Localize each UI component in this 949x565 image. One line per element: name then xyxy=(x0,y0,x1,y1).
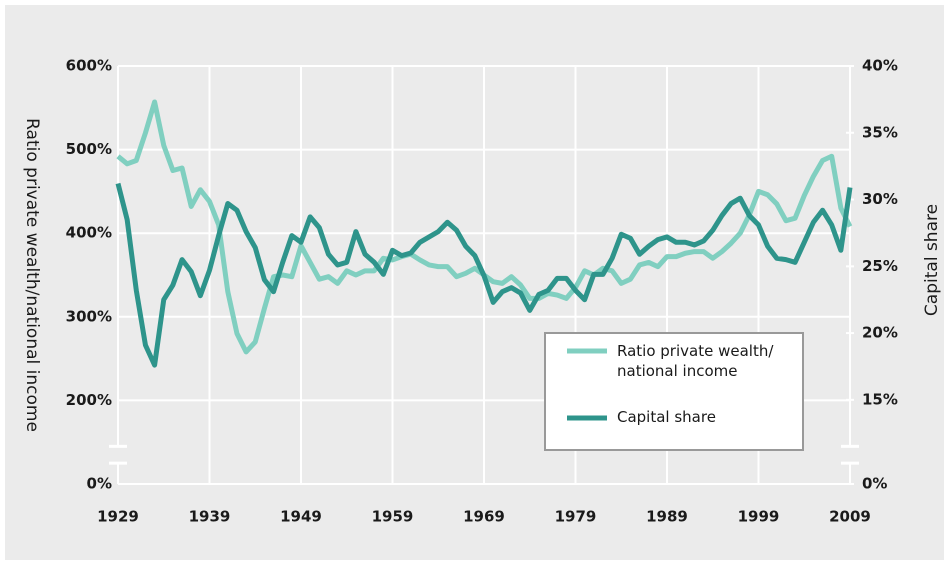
y-axis-title: Ratio private wealth/national income xyxy=(22,118,42,432)
x-tick-label: 2009 xyxy=(829,508,871,526)
axis-break-gap xyxy=(115,446,121,464)
y-tick-label: 400% xyxy=(66,224,112,242)
y2-tick-label: 0% xyxy=(862,475,887,493)
legend-item: Ratio private wealth/ national income xyxy=(617,342,774,380)
y2-tick-label: 25% xyxy=(862,257,898,275)
y2-tick-label: 15% xyxy=(862,390,898,408)
y2-axis-title: Capital share xyxy=(922,204,942,316)
x-tick-label: 1959 xyxy=(372,508,414,526)
y-tick-label: 0% xyxy=(87,475,112,493)
y2-tick-label: 40% xyxy=(862,57,898,75)
legend-label: Ratio private wealth/ national income xyxy=(617,342,774,380)
legend-label: Capital share xyxy=(617,408,716,426)
y2-tick-label: 35% xyxy=(862,123,898,141)
x-tick-label: 1989 xyxy=(646,508,688,526)
x-tick-label: 1969 xyxy=(463,508,505,526)
x-tick-label: 1949 xyxy=(280,508,322,526)
y2-tick-label: 30% xyxy=(862,190,898,208)
series-line xyxy=(115,182,853,368)
x-tick-label: 1929 xyxy=(97,508,139,526)
legend-item: Capital share xyxy=(617,408,716,426)
background xyxy=(5,5,944,560)
legend: Ratio private wealth/ national income Cap… xyxy=(544,332,804,451)
y-tick-label: 300% xyxy=(66,307,112,325)
x-tick-label: 1979 xyxy=(555,508,597,526)
x-tick-label: 1939 xyxy=(189,508,231,526)
x-tick-label: 1999 xyxy=(738,508,780,526)
y-tick-label: 600% xyxy=(66,57,112,75)
y2-tick-label: 20% xyxy=(862,324,898,342)
y-tick-label: 500% xyxy=(66,140,112,158)
axis-break-gap xyxy=(847,446,853,464)
y-tick-label: 200% xyxy=(66,391,112,409)
